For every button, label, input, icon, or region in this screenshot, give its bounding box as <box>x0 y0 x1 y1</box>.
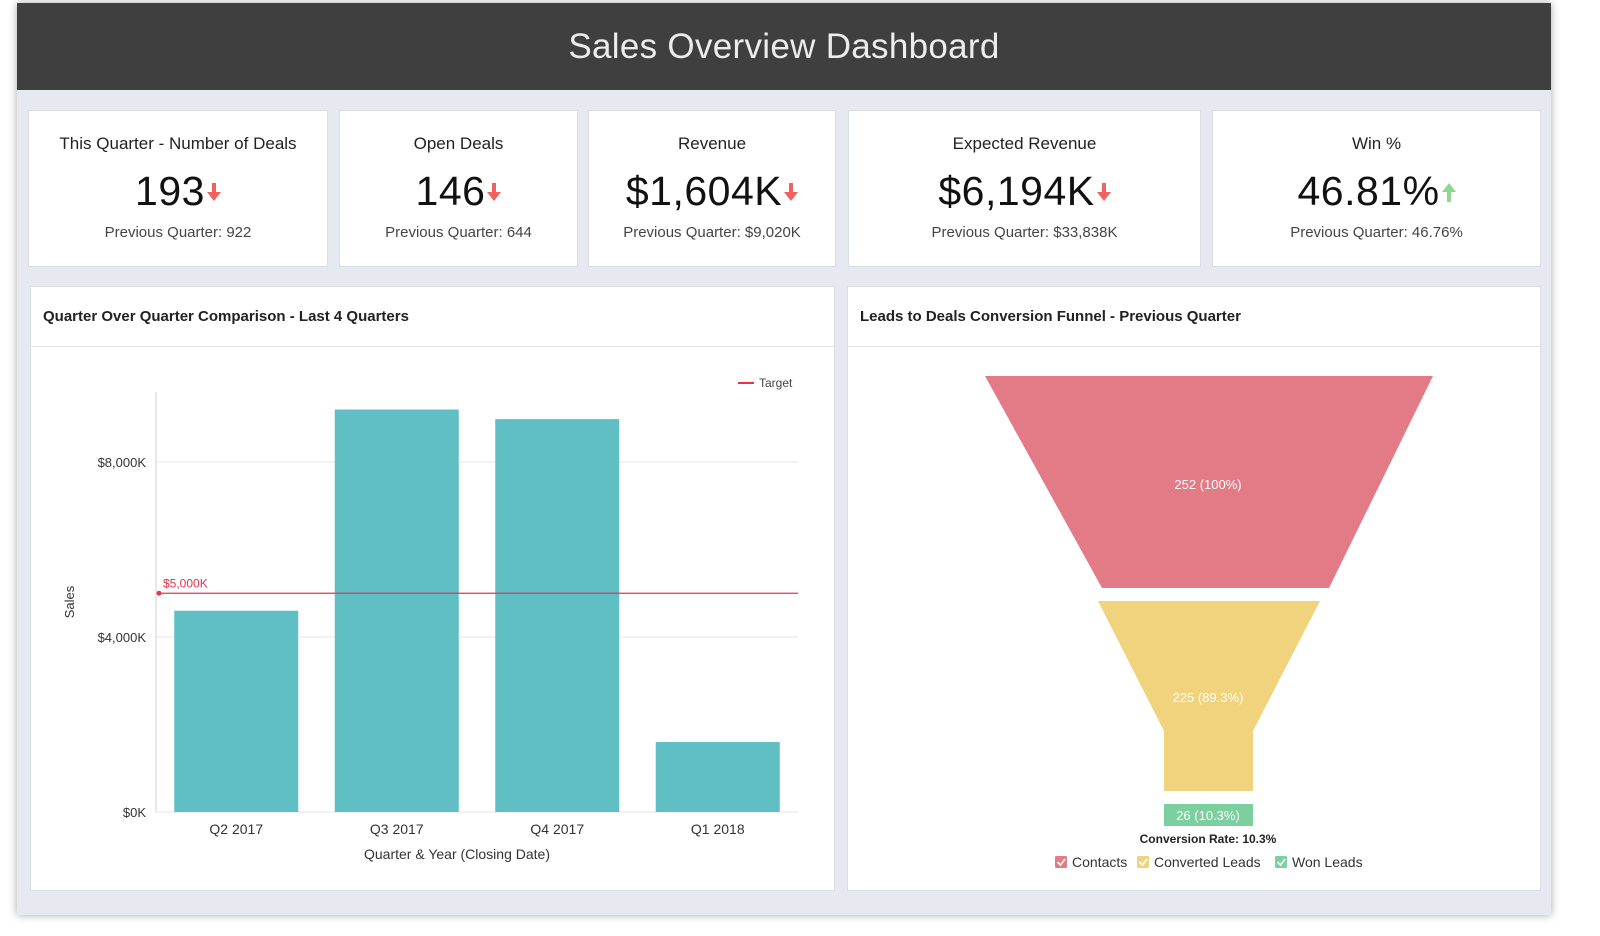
check-icon <box>1138 858 1148 867</box>
legend-target-label: Target <box>759 376 793 390</box>
kpi-label: Open Deals <box>413 134 504 153</box>
x-axis-title: Quarter & Year (Closing Date) <box>364 846 550 862</box>
kpi-card-open-deals[interactable]: Open Deals 146 Previous Quarter: 644 <box>339 110 578 267</box>
kpi-label: This Quarter - Number of Deals <box>59 134 297 153</box>
conversion-rate: Conversion Rate: 10.3% <box>1140 832 1277 846</box>
kpi-previous: Previous Quarter: 644 <box>385 224 532 241</box>
panel-divider <box>31 346 834 347</box>
kpi-previous: Previous Quarter: $33,838K <box>931 224 1118 241</box>
kpi-value: 46.81% <box>1297 168 1440 214</box>
kpi-card-revenue[interactable]: Revenue $1,604K Previous Quarter: $9,020… <box>588 110 836 267</box>
legend-checkbox <box>1055 856 1067 868</box>
kpi-label: Win % <box>1351 134 1402 153</box>
trend-down-icon <box>487 182 502 201</box>
dashboard-title: Sales Overview Dashboard <box>568 26 1000 66</box>
check-icon <box>1276 858 1286 867</box>
kpi-previous: Previous Quarter: 922 <box>104 224 252 241</box>
funnel-label: 225 (89.3%) <box>1173 690 1244 705</box>
kpi-card-deals[interactable]: This Quarter - Number of Deals 193 Previ… <box>28 110 328 267</box>
trend-down-icon <box>206 182 221 201</box>
kpi-value: $1,604K <box>625 168 783 214</box>
funnel-stage-contacts <box>985 376 1433 588</box>
kpi-value: 193 <box>135 168 205 214</box>
panel-divider <box>848 346 1540 347</box>
bar-chart: $0K $4,000K $8,000K Q2 2017 Q3 2017 Q4 2017 Q1… <box>62 376 798 862</box>
funnel-label: 252 (100%) <box>1174 477 1241 492</box>
legend-checkbox <box>1275 856 1287 868</box>
bar <box>655 742 780 812</box>
panel-title: Quarter Over Quarter Comparison - Last 4… <box>43 308 409 325</box>
funnel-chart: 252 (100%) 225 (89.3%) 26 (10.3%) Conversio… <box>985 376 1433 870</box>
x-tick-label: Q3 2017 <box>370 821 424 837</box>
bar-chart-panel: Quarter Over Quarter Comparison - Last 4… <box>30 286 835 891</box>
kpi-label: Expected Revenue <box>952 134 1097 153</box>
funnel-label: 26 (10.3%) <box>1176 808 1240 823</box>
kpi-card-win-percent[interactable]: Win % 46.81% Previous Quarter: 46.76% <box>1212 110 1541 267</box>
funnel-stage-converted <box>1098 601 1320 791</box>
bar <box>334 409 459 812</box>
kpi-card-expected-revenue[interactable]: Expected Revenue $6,194K Previous Quarte… <box>848 110 1201 267</box>
x-tick-label: Q2 2017 <box>209 821 263 837</box>
check-icon <box>1056 858 1066 867</box>
funnel-chart-panel: Leads to Deals Conversion Funnel - Previ… <box>847 286 1541 891</box>
x-tick-label: Q1 2018 <box>691 821 745 837</box>
y-axis-title: Sales <box>62 585 77 618</box>
kpi-previous: Previous Quarter: 46.76% <box>1290 224 1463 241</box>
legend-label: Contacts <box>1072 854 1127 870</box>
trend-up-icon <box>1441 182 1456 202</box>
bar <box>174 610 299 812</box>
kpi-previous: Previous Quarter: $9,020K <box>623 224 801 241</box>
y-tick-label: $4,000K <box>98 630 147 645</box>
kpi-label: Revenue <box>677 134 747 153</box>
legend-checkbox <box>1137 856 1149 868</box>
kpi-value: $6,194K <box>938 168 1095 214</box>
funnel-stage-won <box>1164 804 1253 826</box>
target-marker <box>156 590 162 596</box>
trend-down-icon <box>1096 182 1111 201</box>
y-tick-label: $8,000K <box>98 455 147 470</box>
target-label: $5,000K <box>163 576 208 590</box>
panel-title: Leads to Deals Conversion Funnel - Previ… <box>860 308 1241 325</box>
dashboard-frame: Sales Overview Dashboard This Quarter - … <box>17 3 1551 915</box>
y-tick-label: $0K <box>123 805 146 820</box>
bar <box>495 419 620 812</box>
legend-label: Converted Leads <box>1154 854 1261 870</box>
x-tick-label: Q4 2017 <box>530 821 584 837</box>
dashboard-header: Sales Overview Dashboard <box>17 3 1551 90</box>
trend-down-icon <box>784 182 799 201</box>
kpi-value: 146 <box>415 168 486 214</box>
legend-label: Won Leads <box>1292 854 1363 870</box>
